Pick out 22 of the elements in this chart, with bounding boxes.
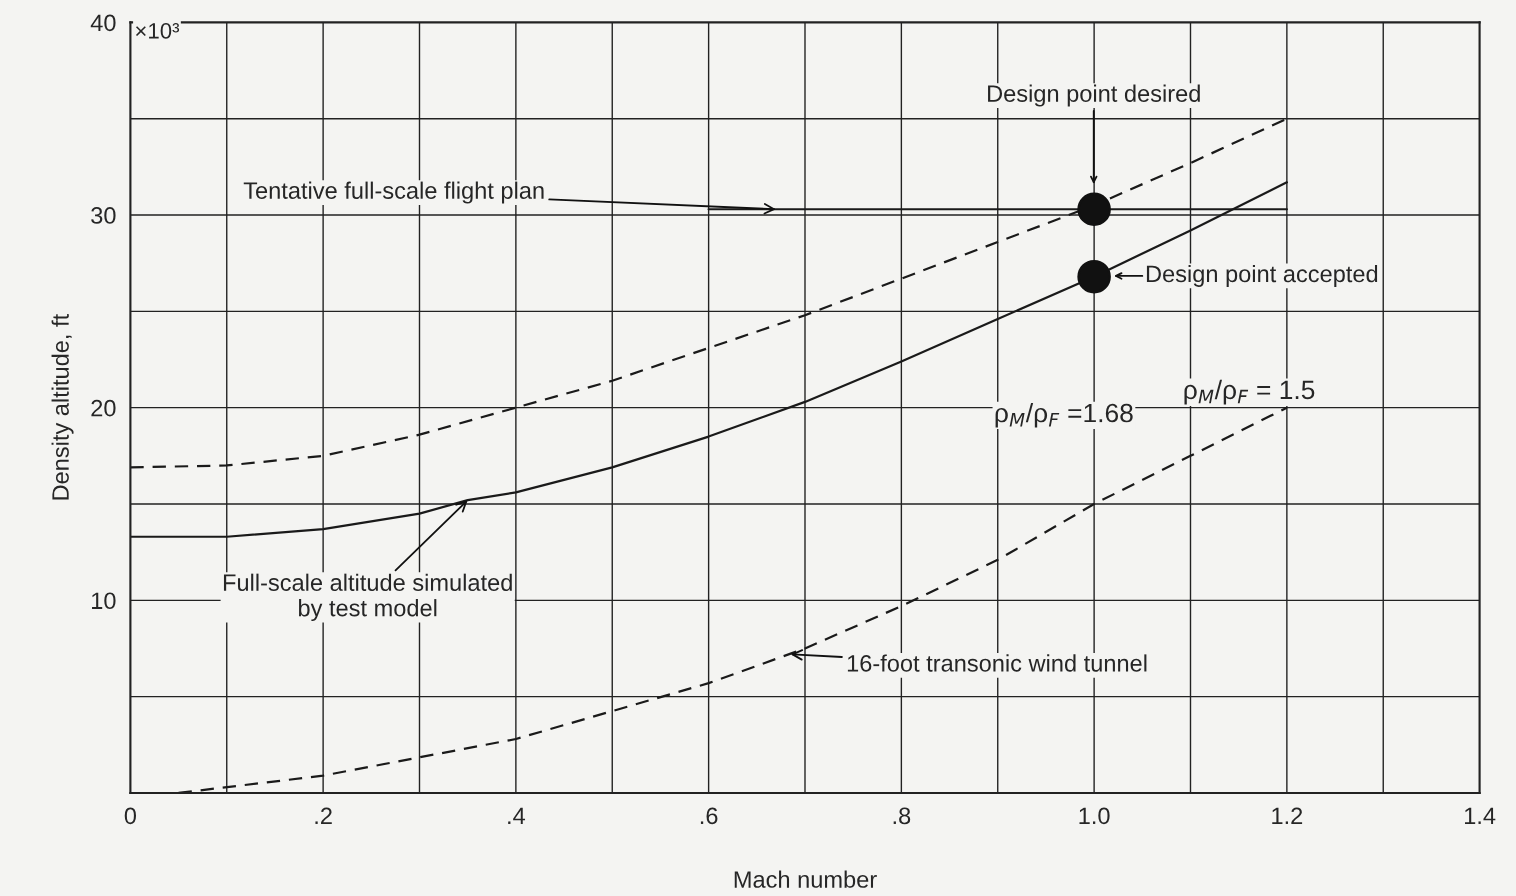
y-tick-label: 30 bbox=[91, 207, 116, 224]
x-tick-label: .6 bbox=[700, 807, 718, 825]
annotation: Full-scale altitude simulated by test model bbox=[223, 573, 512, 622]
x-tick-label: .4 bbox=[508, 807, 526, 824]
x-tick-label: 1.4 bbox=[1465, 807, 1496, 824]
y-tick-label: 10 bbox=[92, 592, 116, 610]
annotation: 16-foot transonic wind tunnel bbox=[847, 654, 1147, 672]
y-axis-title: Density altitude, ft bbox=[51, 314, 74, 500]
annotation: ρ$_{M}$/ρ$_{F}$ = 1.5 bbox=[1184, 379, 1315, 405]
annotation: Design point accepted bbox=[1146, 264, 1378, 287]
x-tick-label: 0 bbox=[124, 807, 137, 825]
x-tick-label: 1.2 bbox=[1272, 807, 1303, 824]
y-tick-label: 20 bbox=[91, 399, 116, 417]
x-tick-label: .2 bbox=[315, 807, 332, 824]
annotation: ρ$_{M}$/ρ$_{F}$ =1.68 bbox=[995, 402, 1133, 428]
annotation: ×10³ bbox=[135, 22, 180, 39]
x-axis-title: Mach number bbox=[734, 870, 877, 888]
annotation: Design point desired bbox=[988, 84, 1200, 107]
y-tick-label: 40 bbox=[90, 14, 116, 32]
x-tick-label: 1.0 bbox=[1079, 807, 1110, 825]
annotation: Tentative full-scale flight plan bbox=[243, 181, 544, 204]
x-tick-label: .8 bbox=[893, 807, 911, 825]
